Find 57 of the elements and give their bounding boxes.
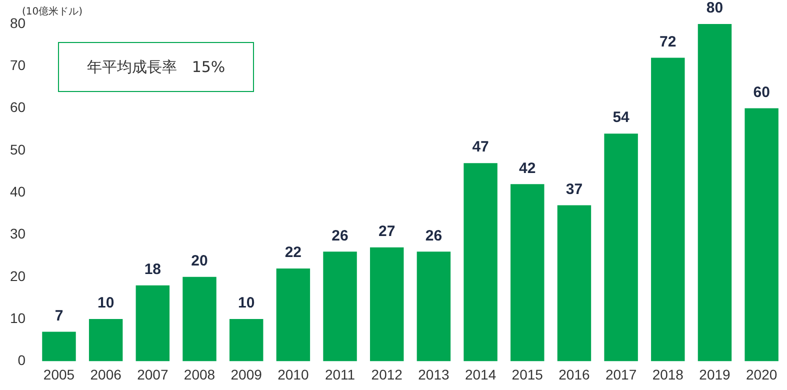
x-tick-label: 2017 (605, 366, 637, 382)
data-label: 18 (144, 260, 162, 278)
annotation: 年平均成長率 15% (58, 42, 254, 92)
y-tick-label: 0 (18, 352, 26, 368)
y-tick-label: 60 (10, 99, 26, 116)
x-tick-label: 2015 (512, 366, 544, 382)
bar (744, 108, 778, 362)
data-label: 20 (191, 252, 208, 270)
data-label: 72 (660, 33, 676, 50)
x-tick-label: 2014 (464, 366, 496, 382)
data-label: 37 (566, 180, 583, 198)
bar (464, 163, 498, 362)
data-label: 42 (519, 160, 536, 177)
data-label: 60 (753, 84, 770, 101)
bar (42, 332, 76, 362)
data-label: 47 (472, 138, 489, 156)
x-tick-label: 2018 (652, 366, 684, 382)
bar (136, 285, 170, 362)
x-tick-label: 2007 (137, 366, 168, 382)
x-tick-label: 2012 (371, 366, 403, 382)
x-tick-label: 2008 (184, 366, 216, 382)
data-label: 7 (54, 307, 64, 324)
data-label: 26 (425, 227, 442, 244)
bar (510, 184, 544, 362)
y-tick-label: 30 (10, 226, 26, 242)
data-label: 10 (238, 294, 255, 312)
bar (416, 252, 451, 362)
x-tick-label: 2019 (699, 366, 731, 382)
data-label: 27 (378, 223, 396, 240)
bar (370, 247, 404, 362)
bar (698, 24, 732, 362)
y-tick-label: 50 (10, 141, 26, 158)
y-tick-label: 70 (10, 57, 26, 74)
x-tick-label: 2005 (43, 366, 75, 382)
x-tick-label: 2016 (558, 366, 590, 382)
y-tick-label: 20 (10, 268, 26, 284)
x-tick-label: 2020 (746, 366, 778, 382)
x-tick-label: 2006 (90, 366, 122, 382)
data-label: 10 (97, 294, 114, 312)
bar (229, 319, 264, 362)
data-label: 22 (284, 244, 302, 262)
bar (323, 252, 357, 362)
x-tick-label: 2011 (324, 366, 356, 382)
x-tick-label: 2013 (418, 366, 450, 382)
bar (651, 58, 685, 362)
data-label: 26 (332, 227, 348, 244)
bar (604, 134, 638, 362)
y-tick-label: 10 (10, 310, 26, 326)
bar (88, 319, 123, 362)
x-tick-label: 2010 (278, 366, 309, 382)
data-label: 80 (706, 0, 724, 17)
bar (557, 205, 592, 362)
bar (276, 268, 310, 362)
x-tick-label: 2009 (230, 366, 262, 382)
data-label: 54 (612, 109, 630, 126)
y-tick-label: 40 (10, 183, 26, 200)
bar (182, 276, 216, 362)
